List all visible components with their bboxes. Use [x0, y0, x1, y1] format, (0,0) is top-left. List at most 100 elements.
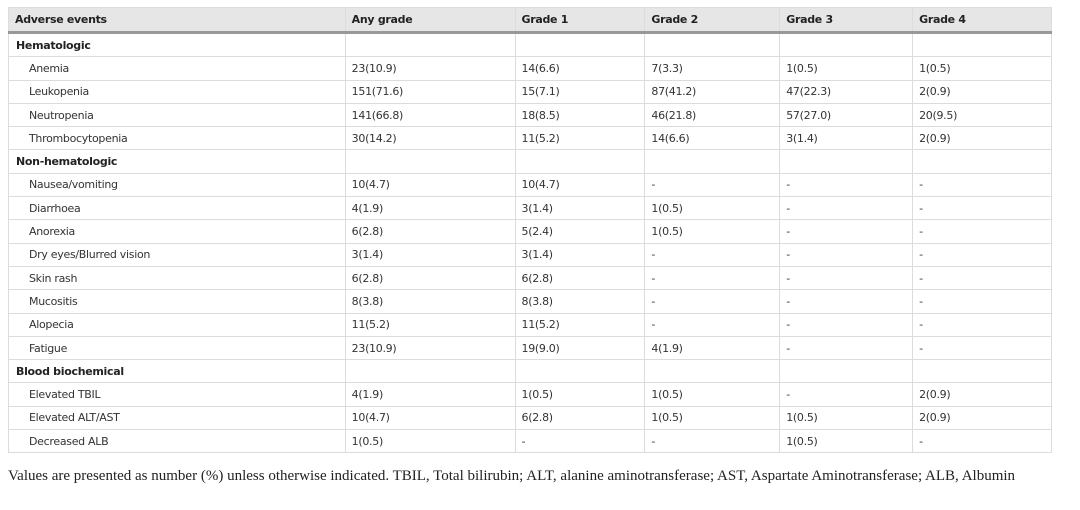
cell: 6(2.8) [344, 265, 516, 291]
cell: 1(0.5) [344, 429, 516, 454]
cell: 23(10.9) [344, 56, 516, 81]
data-row: Anemia 23(10.9) 14(6.6) 7(3.3) 1(0.5) 1(0.5) [8, 56, 1052, 81]
data-row: Thrombocytopenia 30(14.2) 11(5.2) 14(6.6) 3(… [8, 126, 1052, 151]
cell: 30(14.2) [344, 126, 516, 151]
data-row: Diarrhoea 4(1.9) 3(1.4) 1(0.5) - - [8, 196, 1052, 221]
cell: 3(1.4) [514, 242, 646, 267]
empty-cell [912, 149, 1052, 174]
data-row: Alopecia 11(5.2) 11(5.2) - - - [8, 312, 1052, 337]
row-label: Skin rash [8, 265, 346, 291]
cell: - [912, 289, 1052, 314]
cell: - [644, 242, 781, 267]
section-row: Blood biochemical [8, 359, 1052, 384]
cell: 4(1.9) [644, 335, 781, 361]
section-row: Non-hematologic [8, 149, 1052, 174]
cell: - [779, 289, 914, 314]
cell: - [779, 196, 914, 221]
column-header: Adverse events [8, 7, 346, 34]
row-label: Dry eyes/Blurred vision [8, 242, 346, 267]
data-row: Leukopenia 151(71.6) 15(7.1) 87(41.2) 47(22.… [8, 79, 1052, 104]
empty-cell [644, 359, 781, 384]
cell: - [912, 265, 1052, 291]
cell: 8(3.8) [344, 289, 516, 314]
cell: - [644, 312, 781, 337]
cell: - [912, 196, 1052, 221]
cell: 19(9.0) [514, 335, 646, 361]
row-label: Diarrhoea [8, 196, 346, 221]
cell: 14(6.6) [514, 56, 646, 81]
cell: 7(3.3) [644, 56, 781, 81]
cell: 1(0.5) [514, 382, 646, 407]
cell: 10(4.7) [514, 172, 646, 198]
column-header: Grade 2 [644, 7, 781, 34]
empty-cell [644, 31, 781, 58]
row-label: Fatigue [8, 335, 346, 361]
data-row: Dry eyes/Blurred vision 3(1.4) 3(1.4) - - - [8, 242, 1052, 267]
section-label: Blood biochemical [8, 359, 346, 384]
cell: - [912, 242, 1052, 267]
cell: 4(1.9) [344, 196, 516, 221]
row-label: Elevated ALT/AST [8, 405, 346, 431]
cell: 1(0.5) [912, 56, 1052, 81]
cell: 20(9.5) [912, 102, 1052, 128]
empty-cell [779, 359, 914, 384]
column-header: Grade 4 [912, 7, 1052, 34]
cell: 151(71.6) [344, 79, 516, 104]
cell: 23(10.9) [344, 335, 516, 361]
data-row: Anorexia 6(2.8) 5(2.4) 1(0.5) - - [8, 219, 1052, 244]
empty-cell [779, 31, 914, 58]
adverse-events-table: Adverse events Any grade Grade 1 Grade 2 Gra… [8, 7, 1052, 454]
cell: 18(8.5) [514, 102, 646, 128]
cell: 3(1.4) [344, 242, 516, 267]
cell: - [912, 172, 1052, 198]
cell: 57(27.0) [779, 102, 914, 128]
cell: - [644, 172, 781, 198]
column-header: Grade 1 [514, 7, 646, 34]
data-row: Neutropenia 141(66.8) 18(8.5) 46(21.8) 57(27… [8, 102, 1052, 128]
cell: 11(5.2) [514, 312, 646, 337]
empty-cell [344, 359, 516, 384]
cell: 47(22.3) [779, 79, 914, 104]
cell: 87(41.2) [644, 79, 781, 104]
cell: 14(6.6) [644, 126, 781, 151]
row-label: Thrombocytopenia [8, 126, 346, 151]
column-header: Any grade [344, 7, 516, 34]
cell: - [779, 312, 914, 337]
section-label: Non-hematologic [8, 149, 346, 174]
cell: 2(0.9) [912, 382, 1052, 407]
cell: - [912, 219, 1052, 244]
cell: - [912, 429, 1052, 454]
empty-cell [912, 31, 1052, 58]
empty-cell [779, 149, 914, 174]
column-header: Grade 3 [779, 7, 914, 34]
section-label: Hematologic [8, 31, 346, 58]
row-label: Neutropenia [8, 102, 346, 128]
cell: 1(0.5) [644, 196, 781, 221]
cell: - [779, 382, 914, 407]
cell: 8(3.8) [514, 289, 646, 314]
empty-cell [514, 149, 646, 174]
data-row: Skin rash 6(2.8) 6(2.8) - - - [8, 265, 1052, 291]
cell: - [644, 429, 781, 454]
empty-cell [514, 359, 646, 384]
row-label: Leukopenia [8, 79, 346, 104]
cell: 2(0.9) [912, 126, 1052, 151]
cell: 11(5.2) [514, 126, 646, 151]
data-row: Mucositis 8(3.8) 8(3.8) - - - [8, 289, 1052, 314]
cell: 10(4.7) [344, 172, 516, 198]
row-label: Mucositis [8, 289, 346, 314]
empty-cell [344, 149, 516, 174]
data-row: Decreased ALB 1(0.5) - -1(0.5) - [8, 429, 1052, 454]
cell: 3(1.4) [779, 126, 914, 151]
cell: 4(1.9) [344, 382, 516, 407]
row-label: Alopecia [8, 312, 346, 337]
cell: 1(0.5) [644, 382, 781, 407]
cell: - [912, 312, 1052, 337]
data-row: Nausea/vomiting 10(4.7) 10(4.7) - - - [8, 172, 1052, 198]
cell: - [779, 219, 914, 244]
header-row: Adverse events Any grade Grade 1 Grade 2 Gra… [8, 7, 1052, 34]
cell: - [644, 265, 781, 291]
cell: 11(5.2) [344, 312, 516, 337]
cell: 141(66.8) [344, 102, 516, 128]
